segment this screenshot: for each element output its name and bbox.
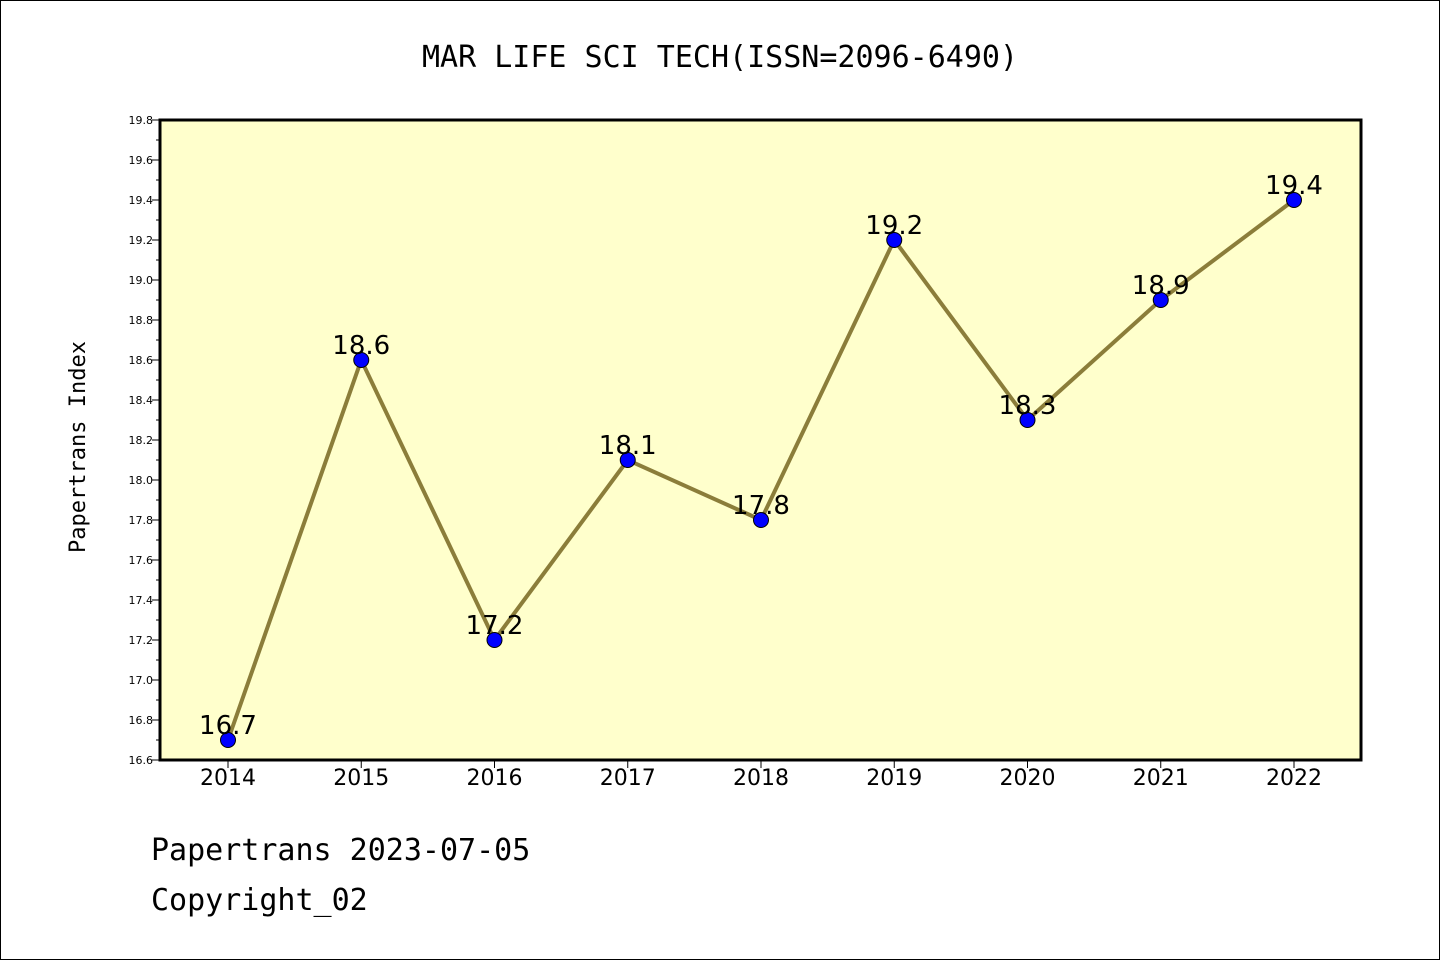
data-point	[619, 452, 636, 468]
data-label: 18.6	[332, 331, 390, 361]
y-tick-label: 16.8	[129, 714, 154, 727]
data-point	[353, 352, 370, 368]
x-tick-label: 2014	[200, 766, 256, 791]
chart-title: MAR LIFE SCI TECH(ISSN=2096-6490)	[422, 40, 1018, 75]
data-label: 18.1	[599, 431, 657, 461]
x-tick-label: 2016	[467, 766, 523, 791]
y-tick-label: 17.4	[129, 594, 154, 607]
y-tick-label: 18.2	[129, 434, 154, 447]
data-point	[220, 732, 236, 748]
x-tick-label: 2019	[866, 766, 922, 791]
x-tick-label: 2021	[1133, 766, 1189, 791]
data-point	[486, 632, 503, 648]
y-tick-label: 19.0	[129, 274, 154, 287]
x-tick-label: 2017	[600, 766, 656, 791]
data-point	[1286, 192, 1302, 208]
plot-border	[158, 118, 1363, 762]
data-point	[1019, 412, 1036, 428]
y-tick-label: 19.6	[129, 154, 154, 167]
x-tick-label: 2018	[733, 766, 789, 791]
data-label: 17.2	[466, 611, 524, 641]
data-label: 18.3	[999, 391, 1057, 421]
plot-area	[160, 120, 1361, 760]
y-tick-label: 18.6	[129, 354, 154, 367]
x-tick-label: 2020	[1000, 766, 1056, 791]
data-label: 16.7	[199, 711, 257, 741]
y-axis-label: Papertrans Index	[66, 341, 91, 553]
data-label: 19.2	[865, 211, 923, 241]
y-tick-label: 18.8	[129, 314, 154, 327]
data-point	[753, 512, 769, 528]
y-tick-label: 18.4	[129, 394, 154, 407]
y-tick-label: 17.6	[129, 554, 154, 567]
y-axis: 16.6 16.8 17.0 17.2 17.4 17.6 17.8 18.0 18.2 18.4…	[129, 114, 160, 767]
footer-copyright: Copyright_02	[151, 883, 368, 918]
x-tick-label: 2022	[1266, 766, 1322, 791]
data-label: 17.8	[732, 491, 790, 521]
y-tick-label: 19.8	[129, 114, 154, 127]
data-point	[1152, 292, 1169, 308]
data-point	[886, 232, 903, 248]
footer-date: Papertrans 2023-07-05	[151, 833, 531, 868]
data-label: 18.9	[1132, 271, 1190, 301]
y-tick-label: 17.0	[129, 674, 154, 687]
series: 16.7 18.6 17.2 18.1 17.8 19.2 18.3 18.9 19.4	[199, 171, 1323, 748]
data-label: 19.4	[1265, 171, 1323, 201]
y-tick-label: 16.6	[129, 754, 154, 767]
y-tick-label: 17.8	[129, 514, 154, 527]
y-tick-label: 19.2	[129, 234, 154, 247]
x-axis: 2014 2015 2016 2017 2018 2019 2020 2021 2022	[200, 760, 1322, 791]
y-tick-label: 19.4	[129, 194, 154, 207]
y-tick-label: 17.2	[129, 634, 154, 647]
y-tick-label: 18.0	[129, 474, 154, 487]
x-tick-label: 2015	[333, 766, 389, 791]
